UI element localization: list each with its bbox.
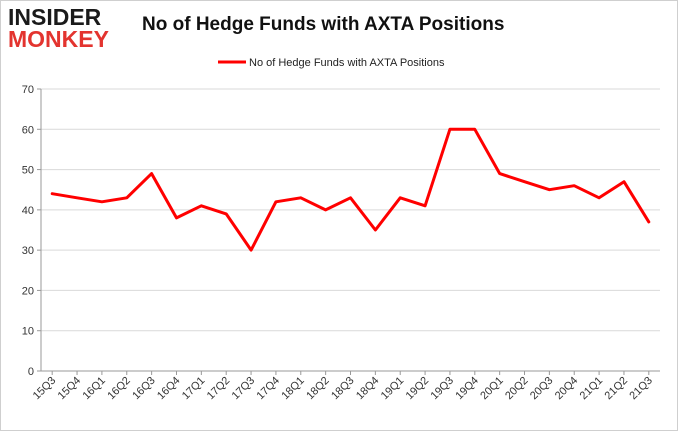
series-line-0 — [50, 127, 651, 252]
x-tick-label-20Q2: 20Q2 — [503, 375, 531, 403]
x-tick-label-18Q3: 18Q3 — [329, 375, 357, 403]
y-tick-label-40: 40 — [22, 205, 34, 217]
x-tick-label-20Q3: 20Q3 — [528, 375, 556, 403]
x-tick-label-20Q4: 20Q4 — [553, 375, 581, 403]
y-tick-label-30: 30 — [22, 245, 34, 257]
x-tick-label-17Q3: 17Q3 — [230, 375, 258, 403]
x-tick-label-17Q1: 17Q1 — [180, 375, 208, 403]
x-tick-label-19Q4: 19Q4 — [453, 375, 481, 403]
x-tick-label-19Q1: 19Q1 — [379, 375, 407, 403]
x-tick-label-17Q4: 17Q4 — [255, 375, 283, 403]
grid-lines — [41, 88, 660, 332]
x-tick-label-18Q2: 18Q2 — [304, 375, 332, 403]
y-tick-labels: 0 10 20 30 40 50 60 70 — [22, 84, 34, 378]
x-tick-label-16Q2: 16Q2 — [105, 375, 133, 403]
legend: No of Hedge Funds with AXTA Positions — [218, 57, 445, 69]
x-tick-label-17Q2: 17Q2 — [205, 375, 233, 403]
x-tick-label-19Q3: 19Q3 — [429, 375, 457, 403]
y-tick-label-60: 60 — [22, 124, 34, 136]
x-tick-label-16Q4: 16Q4 — [155, 375, 183, 403]
logo-line-insider: INSIDER — [8, 4, 102, 30]
x-tick-label-21Q1: 21Q1 — [578, 375, 606, 403]
insider-monkey-logo: INSIDER MONKEY — [8, 4, 128, 52]
x-tick-label-18Q1: 18Q1 — [279, 375, 307, 403]
x-tick-label-15Q4: 15Q4 — [56, 375, 84, 403]
chart-title: No of Hedge Funds with AXTA Positions — [142, 14, 505, 35]
axes — [37, 88, 660, 375]
y-tick-label-50: 50 — [22, 165, 34, 177]
series-lines — [50, 127, 651, 252]
x-tick-label-16Q3: 16Q3 — [130, 375, 158, 403]
y-tick-label-20: 20 — [22, 285, 34, 297]
logo-line-monkey: MONKEY — [8, 26, 109, 52]
x-tick-label-18Q4: 18Q4 — [354, 375, 382, 403]
legend-label: No of Hedge Funds with AXTA Positions — [249, 57, 445, 69]
y-tick-label-0: 0 — [28, 366, 34, 378]
x-tick-label-21Q2: 21Q2 — [603, 375, 631, 403]
x-tick-label-19Q2: 19Q2 — [404, 375, 432, 403]
y-tick-label-70: 70 — [22, 84, 34, 96]
x-tick-label-16Q1: 16Q1 — [81, 375, 109, 403]
x-tick-label-20Q1: 20Q1 — [478, 375, 506, 403]
y-tick-label-10: 10 — [22, 326, 34, 338]
x-tick-labels: 15Q315Q416Q116Q216Q316Q417Q117Q217Q317Q4… — [31, 375, 655, 403]
x-tick-label-21Q3: 21Q3 — [627, 375, 655, 403]
x-tick-label-15Q3: 15Q3 — [31, 375, 59, 403]
